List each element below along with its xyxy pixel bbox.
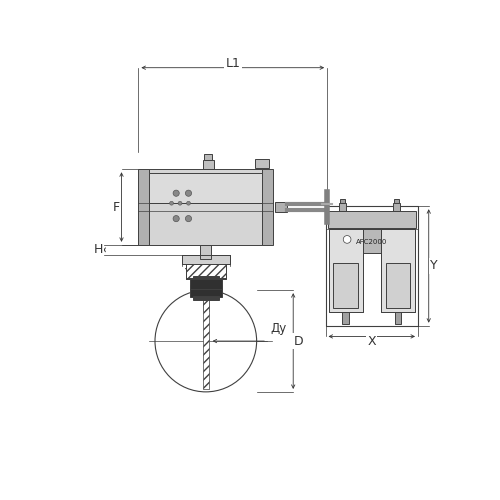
Circle shape [186, 202, 190, 205]
Bar [394, 198, 398, 203]
Text: F: F [112, 200, 119, 213]
Bar [182, 255, 230, 264]
Bar [200, 245, 211, 258]
Bar [186, 264, 226, 280]
Bar [328, 230, 362, 312]
Bar [202, 160, 213, 170]
Bar [186, 264, 226, 280]
Bar [182, 255, 230, 264]
Bar [202, 294, 209, 389]
Bar [381, 230, 415, 312]
Bar [192, 296, 219, 300]
Bar [190, 280, 222, 288]
Bar [328, 230, 362, 312]
Bar [254, 158, 268, 168]
Bar [192, 276, 219, 280]
Text: L1: L1 [226, 56, 240, 70]
Circle shape [344, 236, 351, 244]
Text: Y: Y [430, 260, 438, 272]
Bar [392, 203, 400, 211]
Bar [338, 203, 346, 211]
Bar [381, 230, 415, 312]
Bar [274, 202, 287, 212]
Bar [149, 173, 262, 203]
Text: D: D [294, 334, 304, 347]
Bar [202, 297, 209, 311]
Text: AFC2000: AFC2000 [356, 240, 388, 246]
Bar [386, 262, 410, 308]
Circle shape [186, 190, 192, 196]
Bar [362, 230, 381, 252]
Bar [190, 285, 222, 297]
Circle shape [173, 216, 180, 222]
Bar [328, 211, 416, 228]
Bar [342, 312, 348, 324]
Bar [395, 312, 401, 324]
Bar [149, 170, 262, 245]
Circle shape [173, 190, 180, 196]
Bar [204, 154, 212, 160]
Circle shape [186, 216, 192, 222]
Bar [326, 206, 418, 326]
Bar [186, 264, 226, 278]
Text: H: H [94, 244, 103, 256]
Circle shape [170, 202, 173, 205]
Bar [200, 258, 211, 264]
Bar [340, 198, 345, 203]
Text: L: L [202, 269, 209, 279]
Bar [333, 262, 358, 308]
Bar [138, 170, 149, 245]
Circle shape [178, 202, 182, 205]
Text: Ду: Ду [270, 322, 286, 335]
Text: X: X [368, 336, 376, 348]
Bar [186, 264, 226, 278]
Bar [262, 170, 273, 245]
Circle shape [155, 290, 256, 392]
